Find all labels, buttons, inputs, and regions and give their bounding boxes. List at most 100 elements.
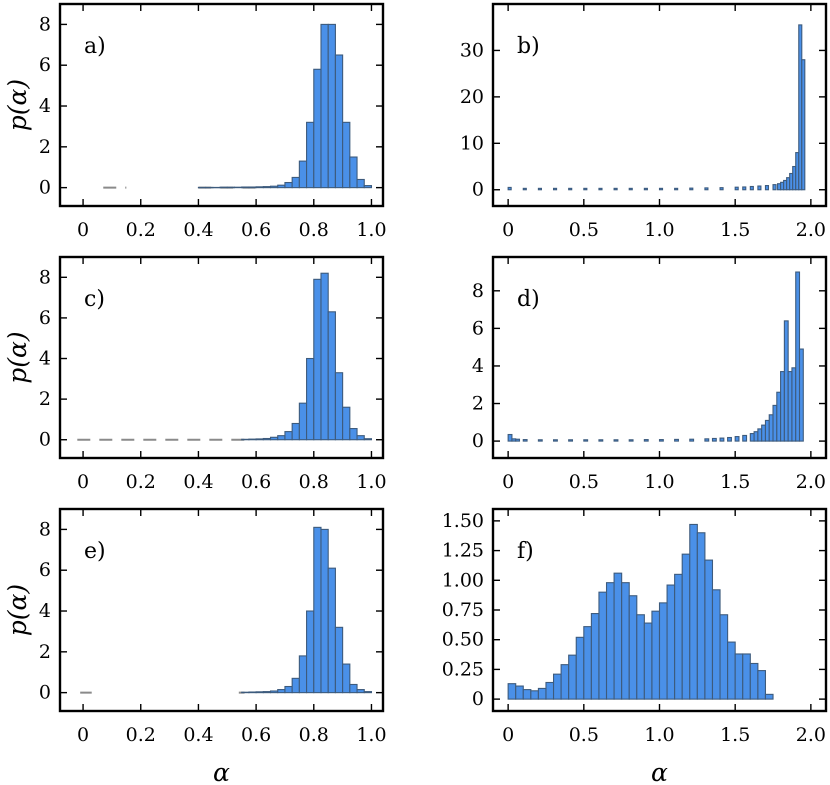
histogram-bar [761, 424, 767, 442]
histogram-bar [262, 691, 272, 694]
histogram-bar [515, 438, 521, 442]
histogram-bar [327, 23, 336, 189]
histogram-bar [727, 436, 732, 442]
histogram-bar [734, 436, 740, 442]
y-tick-label: 6 [39, 307, 51, 329]
y-tick-label: 1.50 [442, 510, 484, 532]
histogram-bar [356, 435, 365, 441]
histogram-bar [568, 654, 577, 700]
histogram-bar [704, 438, 710, 442]
histogram-bar [787, 371, 793, 442]
y-tick-label: 0 [39, 682, 51, 704]
panel-e: 0 0.2 0.4 0.6 0.8 1.0 0 2 4 6 8 e) p(α) α [3, 507, 387, 785]
histogram-bar [298, 402, 308, 441]
x-tick-label: 1.0 [644, 724, 674, 746]
x-tick-label: 2.0 [796, 724, 826, 746]
histogram-bar [598, 591, 608, 700]
histogram-bar [734, 653, 744, 700]
histogram-bar [306, 610, 315, 694]
histogram-bar [277, 689, 286, 694]
histogram-bar [583, 187, 588, 191]
histogram-bar [719, 614, 729, 700]
histogram-bar [598, 187, 603, 191]
histogram-bar [749, 185, 754, 191]
histogram-bar [674, 187, 679, 191]
x-tick-label: 0.8 [299, 724, 329, 746]
histogram-bar [334, 54, 344, 189]
histogram-bar [248, 438, 257, 441]
histogram-bar [284, 181, 293, 189]
x-tick-label: 0.4 [183, 724, 213, 746]
histogram-bar [269, 690, 279, 694]
histogram-bar [342, 663, 351, 694]
histogram-bar [320, 272, 329, 441]
histogram-bar [327, 567, 336, 694]
histogram-bar [277, 435, 286, 441]
y-tick-label: 0 [472, 430, 484, 452]
histogram-bar [560, 664, 570, 700]
histogram-bar [776, 391, 782, 442]
panel-b: 0 0.5 1.0 1.5 2.0 0 10 20 30 b) [460, 2, 828, 241]
histogram-bar [658, 602, 668, 700]
x-tick-label: 1.5 [720, 724, 750, 746]
panel-a: 0 0.2 0.4 0.6 0.8 1.0 0 2 4 6 8 a) p(α) [3, 2, 387, 241]
histogram-bar [734, 186, 739, 191]
histogram-bar [320, 528, 329, 694]
y-axis-label: p(α) [3, 331, 32, 383]
histogram-bar [313, 68, 322, 189]
panel-c: 0 0.2 0.4 0.6 0.8 1.0 0 2 4 6 8 c) p(α) [3, 255, 387, 493]
histogram-bar [575, 636, 585, 700]
y-tick-label: 0 [39, 429, 51, 451]
x-tick-label: 1.0 [356, 219, 386, 241]
histogram-bar [643, 187, 648, 191]
histogram-bar [507, 186, 512, 191]
histogram-bar [689, 523, 698, 700]
histogram-bar [320, 23, 329, 189]
x-tick-label: 0 [502, 219, 514, 241]
histogram-bar [511, 438, 517, 442]
y-axis-label: p(α) [3, 584, 32, 636]
histogram-bar [742, 434, 748, 442]
y-tick-label: 8 [472, 280, 484, 302]
histogram-bar [248, 186, 257, 189]
histogram-bar [711, 437, 717, 442]
histogram-bar [515, 685, 524, 700]
y-tick-label: 6 [472, 317, 484, 339]
histogram-bar [269, 185, 279, 189]
histogram-bar [522, 439, 528, 442]
histogram-bar [363, 691, 373, 694]
histogram-bar [643, 622, 653, 700]
histogram-bar [605, 582, 615, 700]
y-tick-label: 0 [472, 688, 484, 710]
histogram-bar [689, 187, 694, 191]
histogram-bar [349, 428, 358, 441]
y-tick-label: 4 [39, 348, 51, 370]
histogram-bar [590, 613, 600, 700]
panel-f: 0 0.5 1.0 1.5 2.0 0 0.25 0.50 0.75 1.00 1.25 1.50 f)… [442, 507, 828, 785]
histogram-bar [583, 626, 592, 700]
y-tick-label: 8 [39, 266, 51, 288]
histogram-bar [291, 176, 300, 189]
x-tick-label: 1.5 [720, 219, 750, 241]
histogram-bar [772, 184, 777, 191]
histogram-bar [507, 683, 517, 700]
histogram-bar [277, 184, 286, 189]
x-tick-label: 2.0 [796, 471, 826, 493]
y-tick-label: 0 [472, 179, 484, 201]
histogram-bar [711, 589, 721, 700]
x-tick-label: 0.6 [241, 219, 271, 241]
x-tick-label: 0.5 [569, 471, 599, 493]
histogram-bar [764, 693, 774, 700]
x-tick-label: 0.8 [299, 219, 329, 241]
y-tick-label: 0.25 [442, 658, 484, 680]
histogram-bar [284, 685, 293, 694]
axes-frame [58, 255, 385, 460]
histogram-bar [537, 439, 543, 442]
histogram-bar [306, 121, 315, 189]
x-tick-label: 0.2 [126, 471, 156, 493]
x-tick-label: 0 [77, 471, 89, 493]
histogram-bar [757, 670, 767, 700]
histogram-bar [719, 187, 724, 191]
x-tick-label: 1.0 [644, 219, 674, 241]
